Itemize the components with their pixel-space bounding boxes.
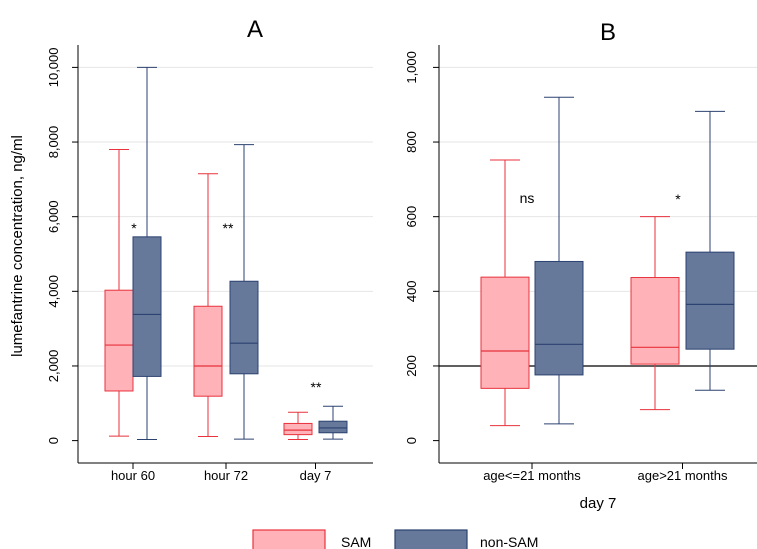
panel-a-sam-box xyxy=(283,422,313,436)
panel-b-y-tick-label: 400 xyxy=(404,280,419,302)
panel-a-x-tick-label: day 7 xyxy=(300,468,332,483)
y-axis-label: lumefantrine concentration, ng/ml xyxy=(9,135,26,357)
legend-label-non-sam: non-SAM xyxy=(480,534,538,549)
panel-b-x-tick-label: age>21 months xyxy=(638,468,728,483)
legend: SAM non-SAM xyxy=(252,529,538,549)
panel-b-significance-label: ns xyxy=(520,190,535,206)
panel-a-x-tick-label: hour 60 xyxy=(111,468,155,483)
panel-b-sam-box xyxy=(480,276,530,389)
panel-b-y-tick-label: 1,000 xyxy=(404,51,419,84)
panel-a-y-tick-label: 2,000 xyxy=(46,350,61,383)
panel-b-y-tick-label: 800 xyxy=(404,131,419,153)
panel-b-non-sam-box xyxy=(534,260,584,376)
panel-a: 0 2,000 4,000 6,000 8,000 10,000 hour 60 * hour … xyxy=(46,45,373,483)
panel-a-sam-box xyxy=(104,289,134,392)
panel-b-y-tick-label: 0 xyxy=(404,437,419,444)
panel-b-significance-label: * xyxy=(675,191,681,207)
panel-b: 0 200 400 600 800 1,000 age<=21 months ns age>21… xyxy=(404,45,757,483)
panel-b-sam-box xyxy=(630,277,680,365)
panel-a-non-sam-box xyxy=(229,280,259,375)
panel-b-non-sam-box xyxy=(685,251,735,350)
panel-b-y-tick-label: 200 xyxy=(404,355,419,377)
panel-a-non-sam-box xyxy=(318,420,348,434)
panel-b-x-tick-label: age<=21 months xyxy=(483,468,581,483)
panel-a-y-tick-label: 10,000 xyxy=(46,48,61,88)
panel-b-y-tick-label: 600 xyxy=(404,206,419,228)
panel-b-x-axis-label: day 7 xyxy=(580,495,617,512)
legend-swatch-non-sam xyxy=(394,529,468,549)
panel-a-sam-box xyxy=(193,305,223,397)
panel-b-title: B xyxy=(600,19,616,46)
panel-a-x-tick-label: hour 72 xyxy=(204,468,248,483)
panel-a-title: A xyxy=(247,16,263,43)
panel-a-significance-label: ** xyxy=(223,220,234,236)
legend-swatch-sam xyxy=(252,529,326,549)
panel-a-significance-label: ** xyxy=(311,379,322,395)
panel-a-y-tick-label: 6,000 xyxy=(46,200,61,233)
panel-a-y-tick-label: 0 xyxy=(46,437,61,444)
panel-a-y-tick-label: 8,000 xyxy=(46,126,61,159)
panel-a-y-tick-label: 4,000 xyxy=(46,275,61,308)
legend-label-sam: SAM xyxy=(341,534,371,549)
panel-a-significance-label: * xyxy=(131,220,137,236)
panel-a-non-sam-box xyxy=(132,236,162,377)
